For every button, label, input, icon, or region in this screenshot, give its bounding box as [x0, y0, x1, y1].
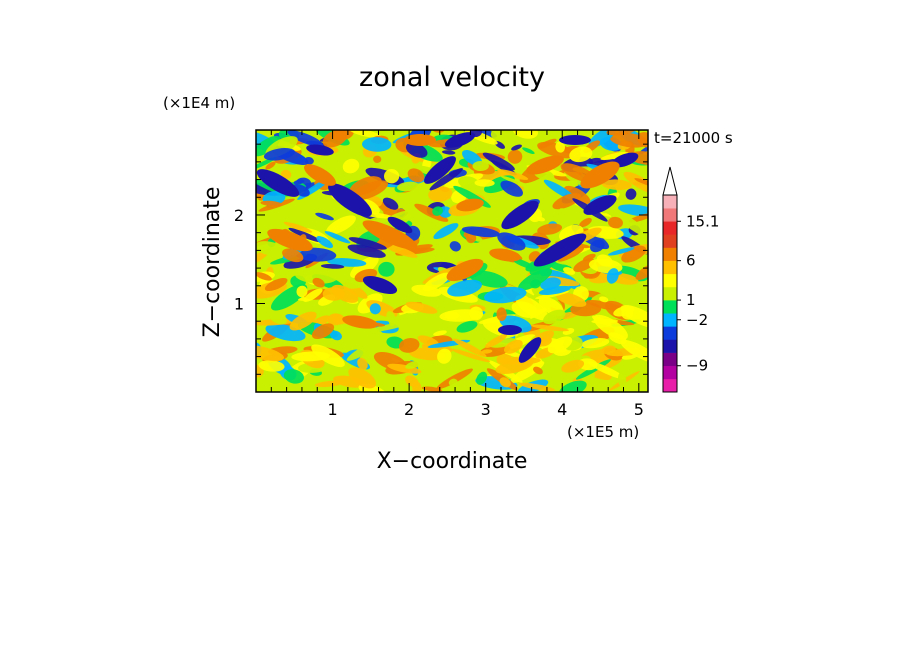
colorbar-swatch	[663, 339, 677, 353]
x-tick-label: 2	[404, 400, 414, 419]
y-axis-label: Z−coordinate	[200, 187, 225, 338]
x-tick-label: 1	[327, 400, 337, 419]
colorbar-tick-label: −2	[686, 311, 708, 329]
colorbar-swatch	[663, 234, 677, 248]
colorbar: 15.1 6 1 −2 −9	[662, 166, 719, 393]
colorbar-swatch	[663, 313, 677, 327]
colorbar-swatch	[663, 365, 677, 380]
y-tick-label: 1	[234, 294, 244, 313]
y-axis: 12	[234, 143, 648, 375]
colorbar-swatch	[663, 195, 677, 209]
x-tick-label: 4	[557, 400, 567, 419]
colorbar-swatch	[663, 286, 677, 301]
colorbar-swatch	[663, 300, 677, 314]
colorbar-extend-arrow	[662, 166, 678, 196]
colorbar-swatch	[663, 273, 677, 288]
y-multiplier: (×1E4 m)	[163, 94, 235, 112]
colorbar-swatch	[663, 247, 677, 261]
colorbar-swatch	[663, 221, 677, 235]
x-axis: 1 2 3 4 5	[270, 130, 644, 419]
x-multiplier: (×1E5 m)	[567, 423, 639, 441]
time-label: t=21000 s	[654, 129, 733, 147]
x-tick-label: 3	[481, 400, 491, 419]
x-tick-label: 5	[634, 400, 644, 419]
colorbar-tick-label: −9	[686, 357, 708, 375]
colorbar-swatch	[663, 260, 677, 275]
colorbar-tick-label: 6	[686, 252, 696, 270]
chart-title: zonal velocity	[359, 62, 545, 93]
y-tick-label: 2	[234, 206, 244, 225]
x-axis-label: X−coordinate	[377, 449, 528, 474]
plot-frame	[255, 129, 649, 393]
colorbar-tick-label: 1	[686, 291, 696, 309]
colorbar-swatch	[663, 352, 677, 367]
colorbar-tick-label: 15.1	[686, 212, 719, 230]
heatmap-field	[256, 130, 648, 392]
colorbar-swatch	[663, 326, 677, 340]
colorbar-swatch	[663, 378, 677, 393]
colorbar-swatch	[663, 208, 677, 222]
